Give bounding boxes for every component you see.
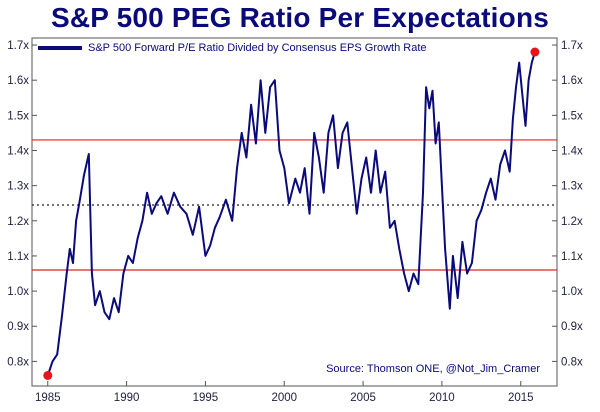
x-tick-label-4: 2005: [350, 392, 376, 404]
legend-label: S&P 500 Forward P/E Ratio Divided by Con…: [88, 42, 427, 54]
y-tick-label-left-6: 1.4x: [7, 145, 29, 157]
highlight-point-1: [530, 47, 540, 57]
y-tick-label-right-5: 1.3x: [561, 181, 583, 193]
plot-area: [31, 37, 558, 387]
y-tick-label-left-9: 1.7x: [7, 40, 29, 52]
y-tick-label-right-3: 1.1x: [561, 251, 583, 263]
y-tick-label-left-1: 0.9x: [7, 321, 29, 333]
legend: S&P 500 Forward P/E Ratio Divided by Con…: [38, 42, 427, 54]
y-tick-label-right-2: 1.0x: [561, 286, 583, 298]
series-layer: [46, 51, 536, 376]
y-tick-label-right-6: 1.4x: [561, 145, 583, 157]
y-tick-label-right-8: 1.6x: [561, 75, 583, 87]
y-axis-right: 0.8x 0.9x 1.0x 1.1x 1.2x 1.3x 1.4x 1.5x 1.6x 1.7x: [552, 40, 583, 368]
y-axis-left: 0.8x 0.9x 1.0x 1.1x 1.2x 1.3x 1.4x 1.5x 1.6x 1.7x: [7, 40, 37, 368]
highlight-point-0: [43, 370, 53, 380]
highlight-points: [43, 47, 540, 380]
x-tick-label-3: 2000: [271, 392, 297, 404]
y-tick-label-left-4: 1.2x: [7, 216, 29, 228]
x-tick-label-5: 2010: [429, 392, 455, 404]
series-line-0: [46, 51, 536, 376]
y-tick-label-right-1: 0.9x: [561, 321, 583, 333]
chart-title: S&P 500 PEG Ratio Per Expectations: [50, 2, 550, 33]
y-tick-label-left-8: 1.6x: [7, 75, 29, 87]
y-tick-label-left-3: 1.1x: [7, 251, 29, 263]
y-tick-label-left-7: 1.5x: [7, 110, 29, 122]
y-tick-label-right-7: 1.5x: [561, 110, 583, 122]
x-tick-label-1: 1990: [114, 392, 140, 404]
y-tick-label-right-4: 1.2x: [561, 216, 583, 228]
x-tick-label-6: 2015: [508, 392, 534, 404]
y-tick-label-right-9: 1.7x: [561, 40, 583, 52]
x-tick-label-0: 1985: [35, 392, 61, 404]
y-tick-label-left-0: 0.8x: [7, 356, 29, 368]
y-tick-label-left-2: 1.0x: [7, 286, 29, 298]
source-note: Source: Thomson ONE, @Not_Jim_Cramer: [326, 363, 540, 375]
y-tick-label-right-0: 0.8x: [561, 356, 583, 368]
y-tick-label-left-5: 1.3x: [7, 181, 29, 193]
legend-swatch: [38, 46, 82, 50]
x-tick-label-2: 1995: [193, 392, 219, 404]
x-axis: 1985 1990 1995 2000 2005 2010 2015: [35, 381, 534, 404]
